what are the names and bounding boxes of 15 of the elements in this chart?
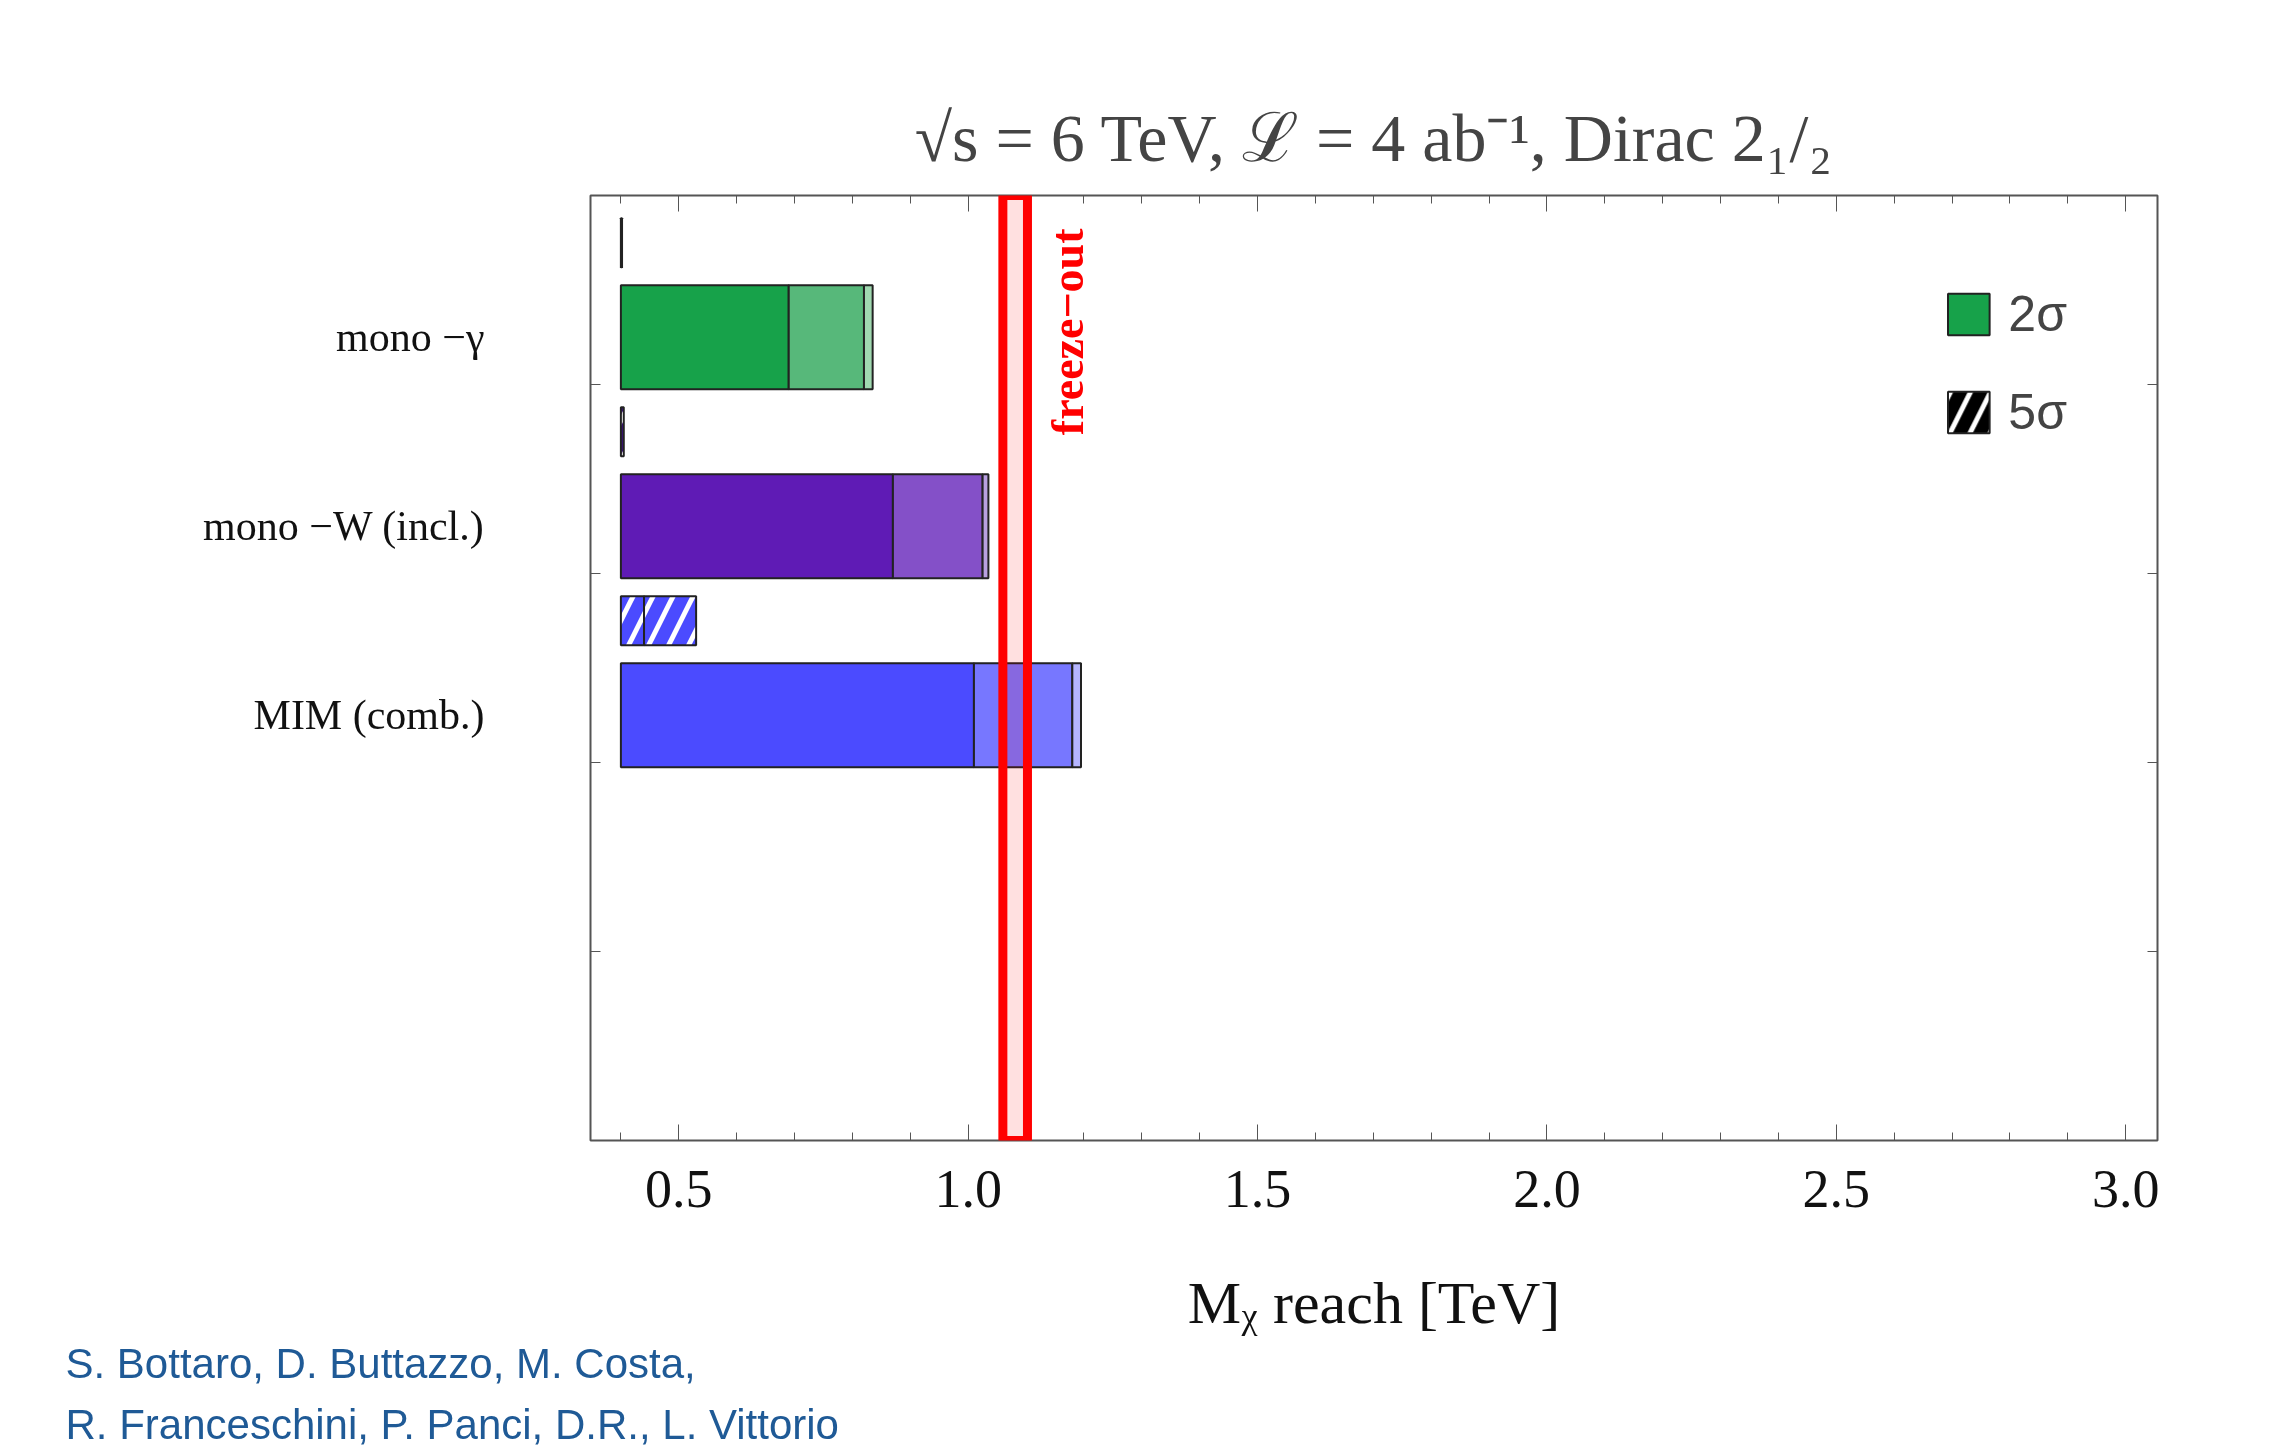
x-tick-label: 0.5: [645, 1158, 713, 1219]
legend-label: 2σ: [2008, 285, 2067, 343]
x-tick-label: 1.0: [934, 1158, 1002, 1219]
x-tick-label: 2.0: [1513, 1158, 1581, 1219]
x-tick-label: 2.5: [1802, 1158, 1871, 1219]
y-tick-label: MIM (comb.): [253, 692, 485, 740]
x-axis-title: Mᵪ reach [TeV]: [1187, 1269, 1561, 1336]
legend-label: 5σ: [2008, 383, 2067, 441]
y-tick-label: mono −γ: [336, 314, 485, 361]
x-tick-label: 3.0: [2091, 1158, 2160, 1219]
y-tick-label: mono −W (incl.): [203, 503, 484, 551]
chart-title: √s = 6 TeV, ℒ = 4 ab⁻¹, Dirac 2₁/₂: [914, 99, 1833, 176]
x-tick-label: 1.5: [1223, 1158, 1292, 1219]
band-label: freeze−out: [1042, 227, 1094, 436]
text: S. Bottaro, D. Buttazzo, M. Costa, R. Franceschini, P. Panci, D.R., L. Vittorio: [65, 1340, 839, 1448]
